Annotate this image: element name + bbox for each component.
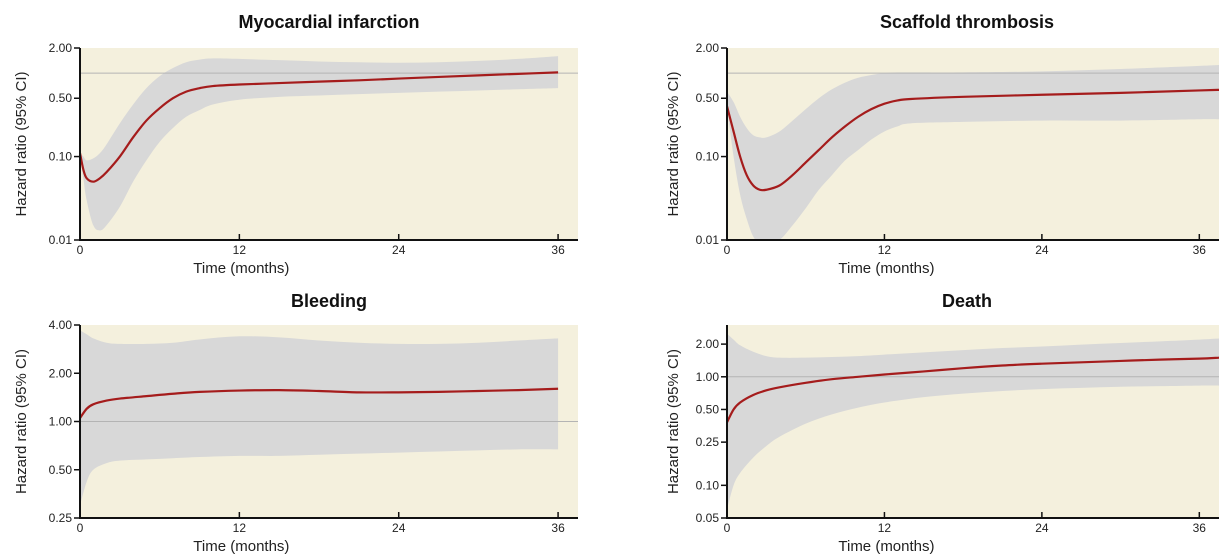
y-tick-label: 0.50: [49, 463, 73, 477]
chart-title: Bleeding: [291, 291, 367, 311]
confidence-band: [80, 56, 559, 231]
y-tick-label: 0.25: [49, 511, 73, 525]
chart-panel-3: 0.25 0.50 1.00 2.00 4.00 0 12 24 36 Bleeding Time …: [13, 291, 578, 555]
y-tick-label: 0.50: [49, 91, 73, 105]
x-tick-label: 12: [233, 521, 247, 535]
y-tick-label: 2.00: [49, 41, 73, 55]
chart-title: Scaffold thrombosis: [880, 12, 1054, 32]
y-tick-label: 0.50: [696, 91, 720, 105]
y-tick-label: 0.01: [49, 233, 73, 247]
y-tick-label: 0.10: [696, 150, 720, 164]
y-tick-label: 0.10: [696, 478, 720, 492]
y-tick-label: 0.50: [696, 402, 720, 416]
chart-title: Myocardial infarction: [238, 12, 419, 32]
hazard-ratio-line: [727, 356, 1219, 423]
chart-title: Death: [942, 291, 992, 311]
confidence-band: [727, 65, 1219, 240]
x-tick-label: 0: [724, 521, 731, 535]
x-tick-label: 0: [77, 521, 84, 535]
y-axis-label: Hazard ratio (95% CI): [13, 349, 30, 494]
hazard-ratio-line: [80, 387, 559, 419]
chart-panel-4: 0.05 0.10 0.25 0.50 1.00 2.00 0 12 24 36 Death Time…: [665, 291, 1219, 555]
x-tick-label: 0: [77, 243, 84, 257]
y-tick-label: 1.00: [49, 415, 73, 429]
x-tick-label: 36: [1193, 521, 1207, 535]
y-axis-label: Hazard ratio (95% CI): [665, 71, 682, 216]
y-tick-label: 0.10: [49, 150, 73, 164]
x-tick-label: 36: [551, 243, 565, 257]
y-tick-label: 1.00: [696, 370, 720, 384]
x-tick-label: 12: [233, 243, 247, 257]
x-tick-label: 24: [392, 243, 406, 257]
x-axis-label: Time (months): [838, 260, 934, 277]
x-tick-label: 24: [1035, 243, 1049, 257]
confidence-band: [80, 330, 559, 506]
x-tick-label: 36: [551, 521, 565, 535]
x-axis-label: Time (months): [193, 538, 289, 555]
x-tick-label: 12: [878, 521, 892, 535]
x-tick-label: 36: [1193, 243, 1207, 257]
x-tick-label: 24: [1035, 521, 1049, 535]
x-tick-label: 12: [878, 243, 892, 257]
y-tick-label: 4.00: [49, 318, 73, 332]
chart-panel-2: 0.01 0.10 0.50 2.00 0 12 24 36 Scaffold thrombos…: [665, 12, 1219, 277]
y-tick-label: 2.00: [696, 337, 720, 351]
x-tick-label: 24: [392, 521, 406, 535]
y-axis-label: Hazard ratio (95% CI): [13, 71, 30, 216]
y-tick-label: 2.00: [696, 41, 720, 55]
y-tick-label: 0.05: [696, 511, 720, 525]
x-axis-label: Time (months): [838, 538, 934, 555]
hazard-ratio-line: [727, 88, 1219, 192]
x-tick-label: 0: [724, 243, 731, 257]
y-axis-label: Hazard ratio (95% CI): [665, 349, 682, 494]
y-tick-label: 0.01: [696, 233, 720, 247]
chart-panel-1: 0.01 0.10 0.50 2.00 0 12 24 36 Myocardial infarc…: [13, 12, 578, 277]
hazard-ratio-line: [80, 71, 559, 183]
y-tick-label: 0.25: [696, 435, 720, 449]
x-axis-label: Time (months): [193, 260, 289, 277]
y-tick-label: 2.00: [49, 366, 73, 380]
